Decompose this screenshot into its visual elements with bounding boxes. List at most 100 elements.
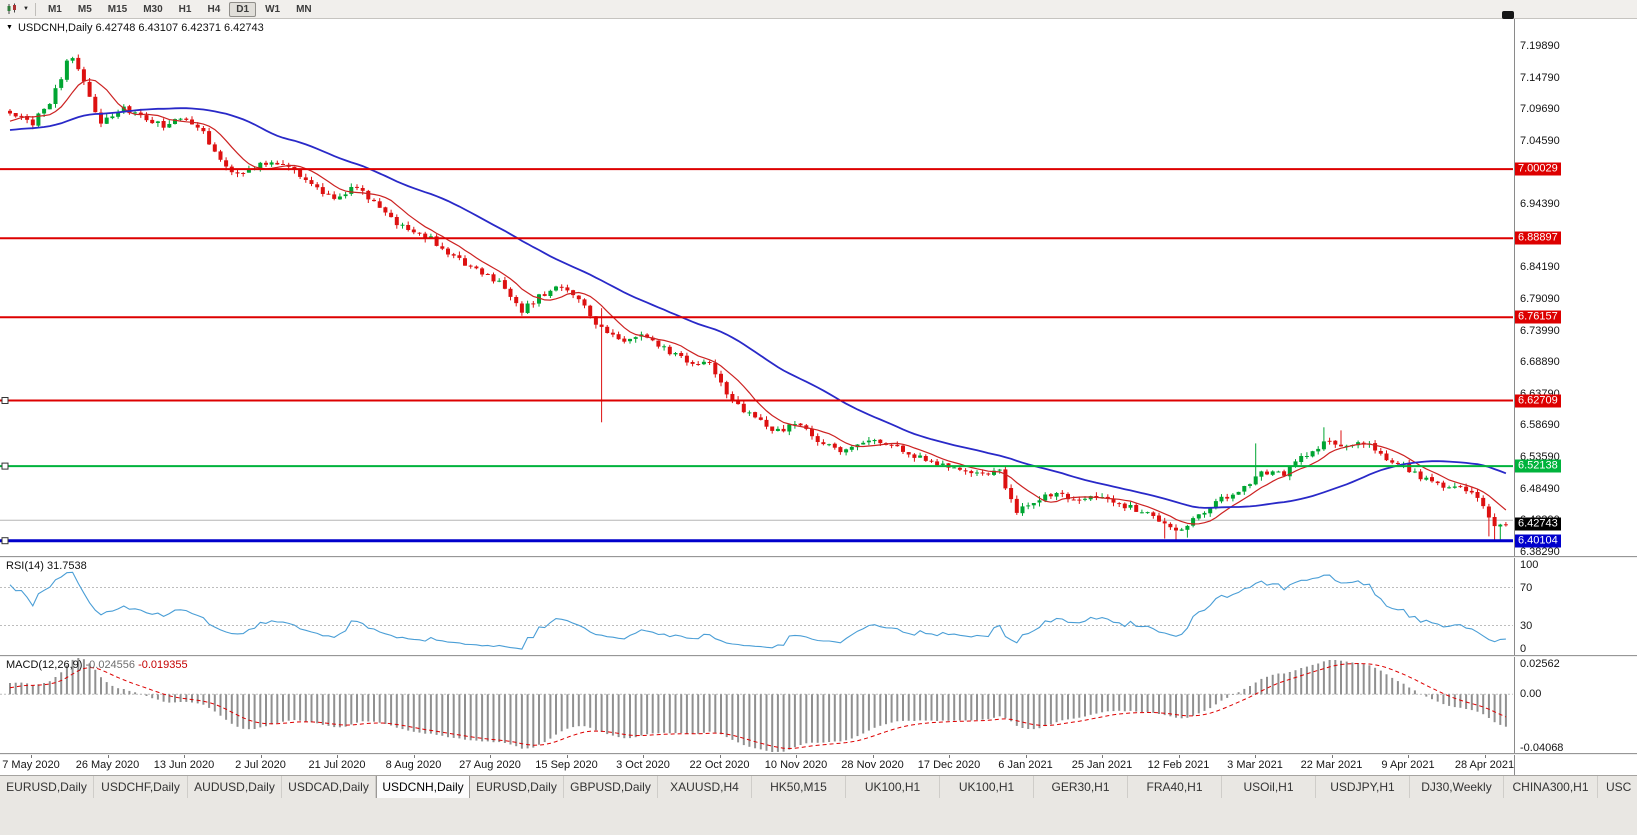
date-label: 22 Oct 2020 <box>689 759 750 771</box>
time-tick <box>413 755 415 758</box>
date-label: 25 Jan 2021 <box>1071 759 1133 771</box>
chart-tab-eurusd-daily[interactable]: EURUSD,Daily <box>0 776 94 798</box>
time-tick <box>643 755 644 758</box>
date-label: 8 Aug 2020 <box>385 759 442 771</box>
date-label: 28 Nov 2020 <box>841 759 904 771</box>
chart-title-text: USDCNH,Daily 6.42748 6.43107 6.42371 6.4… <box>17 22 264 34</box>
time-tick <box>107 755 109 758</box>
ma-fast-line <box>9 79 1507 525</box>
rsi-axis-label: 70 <box>1520 581 1533 594</box>
time-tick <box>184 755 185 758</box>
date-label: 7 May 2020 <box>2 759 60 771</box>
price-axis[interactable]: 7.198907.147907.096907.045906.994906.943… <box>1514 19 1637 775</box>
ma-slow-line <box>9 107 1507 509</box>
rsi-line <box>9 571 1506 650</box>
price-axis-tick: 6.38290 <box>1520 545 1560 558</box>
toolbar-separator <box>34 2 36 16</box>
date-label: 17 Dec 2020 <box>917 759 981 771</box>
price-level-chip: 6.40104 <box>1515 534 1561 548</box>
chart-tab-fra40-h1[interactable]: FRA40,H1 <box>1128 776 1222 798</box>
hline-handle <box>1 462 9 470</box>
chart-tab-gbpusd-daily[interactable]: GBPUSD,Daily <box>564 776 658 798</box>
pane-separator-time[interactable] <box>0 753 1637 755</box>
price-axis-tick: 7.14790 <box>1520 71 1560 84</box>
price-axis-tick: 6.68890 <box>1520 356 1560 369</box>
chart-window-icon[interactable] <box>1502 11 1514 19</box>
chart-tab-usoil-h1[interactable]: USOil,H1 <box>1222 776 1316 798</box>
chart-tab-hk50-m15[interactable]: HK50,M15 <box>752 776 846 798</box>
time-tick <box>1484 755 1486 758</box>
rsi-name: RSI(14) <box>6 560 44 572</box>
macd-signal-value: -0.019355 <box>138 659 188 671</box>
bottom-strip <box>0 798 1637 835</box>
timeframe-button-m15[interactable]: M15 <box>107 3 128 15</box>
timeframe-button-m1[interactable]: M1 <box>47 3 62 15</box>
date-label: 27 Aug 2020 <box>459 759 521 771</box>
chart-tab-usdjpy-h1[interactable]: USDJPY,H1 <box>1316 776 1410 798</box>
chart-tab-xauusd-h4[interactable]: XAUUSD,H4 <box>658 776 752 798</box>
macd-name: MACD(12,26,9) <box>6 659 83 671</box>
chart-tab-dj30-weekly[interactable]: DJ30,Weekly <box>1410 776 1504 798</box>
price-axis-tick: 6.84190 <box>1520 261 1560 274</box>
chart-tab-usdcad-daily[interactable]: USDCAD,Daily <box>282 776 376 798</box>
date-label: 12 Feb 2021 <box>1147 759 1210 771</box>
chart-tab-china300-h1[interactable]: CHINA300,H1 <box>1504 776 1598 798</box>
time-tick <box>490 755 491 758</box>
timeframe-button-d1[interactable]: D1 <box>229 1 257 17</box>
date-label: 22 Mar 2021 <box>1300 759 1363 771</box>
price-level-chip: 7.00029 <box>1515 162 1561 176</box>
candlestick-chart-icon[interactable] <box>3 1 21 17</box>
rsi-axis-label: 0 <box>1520 643 1527 655</box>
rsi-axis-label: 30 <box>1520 619 1533 632</box>
date-label: 3 Oct 2020 <box>616 759 670 771</box>
time-tick <box>566 755 568 758</box>
chart-tab-eurusd-daily[interactable]: EURUSD,Daily <box>470 776 564 798</box>
rsi-value: 31.7538 <box>46 560 87 572</box>
hline-handle <box>1 397 9 404</box>
chart-tab-uk100-h1[interactable]: UK100,H1 <box>940 776 1034 798</box>
price-axis-tick: 6.58690 <box>1520 419 1560 432</box>
chart-tab-audusd-daily[interactable]: AUDUSD,Daily <box>188 776 282 798</box>
chart-tab-usdchf-daily[interactable]: USDCHF,Daily <box>94 776 188 798</box>
chart-tab-usdcnh-daily[interactable]: USDCNH,Daily <box>376 776 470 798</box>
date-label: 10 Nov 2020 <box>764 759 828 771</box>
time-tick <box>949 755 950 758</box>
pane-separator-rsi[interactable] <box>0 556 1637 558</box>
date-label: 9 Apr 2021 <box>1381 759 1435 771</box>
timeframe-buttons: M1 M5 M15 M30 H1 H4 D1 W1 MN <box>40 1 320 17</box>
timeframe-button-mn[interactable]: MN <box>296 3 312 15</box>
time-axis[interactable]: 7 May 2020 26 May 2020 13 Jun 2020 2 Jul 20… <box>0 755 1514 775</box>
chart-title: ▼ USDCNH,Daily 6.42748 6.43107 6.42371 6… <box>6 22 264 34</box>
chart-canvas[interactable] <box>0 0 1637 780</box>
chart-tabs-bar: EURUSD,Daily USDCHF,Daily AUDUSD,Daily USDC… <box>0 775 1637 798</box>
time-tick <box>1025 755 1027 758</box>
timeframe-button-m30[interactable]: M30 <box>143 3 163 15</box>
collapse-arrow-icon[interactable]: ▼ <box>6 24 13 31</box>
timeframe-button-h4[interactable]: H4 <box>207 3 221 15</box>
timeframe-button-m5[interactable]: M5 <box>77 3 92 15</box>
time-tick <box>1255 755 1256 758</box>
price-axis-tick: 6.73990 <box>1520 324 1560 337</box>
time-tick <box>1102 755 1103 758</box>
pane-separator-macd[interactable] <box>0 655 1637 657</box>
macd-signal-line <box>9 662 1507 750</box>
dropdown-caret-icon[interactable]: ▼ <box>23 6 29 12</box>
macd-axis-label: 0.02562 <box>1520 658 1560 670</box>
price-axis-tick: 6.94390 <box>1520 198 1560 211</box>
date-label: 6 Jan 2021 <box>998 759 1053 771</box>
price-axis-tick: 7.04590 <box>1520 134 1560 147</box>
date-label: 2 Jul 2020 <box>235 759 286 771</box>
chart-tab-usc[interactable]: USC <box>1606 780 1632 794</box>
time-tick <box>796 755 797 758</box>
time-tick <box>1331 755 1333 758</box>
date-label: 28 Apr 2021 <box>1454 759 1515 771</box>
date-label: 3 Mar 2021 <box>1227 759 1283 771</box>
chart-tab-uk100-h1[interactable]: UK100,H1 <box>846 776 940 798</box>
timeframe-toolbar: ▼ M1 M5 M15 M30 H1 H4 D1 W1 MN <box>0 0 1637 19</box>
chart-tab-ger30-h1[interactable]: GER30,H1 <box>1034 776 1128 798</box>
timeframe-button-h1[interactable]: H1 <box>178 3 192 15</box>
price-level-chip: 6.42743 <box>1515 517 1561 531</box>
chart-plot-area[interactable] <box>0 0 1637 785</box>
timeframe-button-w1[interactable]: W1 <box>265 3 281 15</box>
time-tick <box>1408 755 1409 758</box>
